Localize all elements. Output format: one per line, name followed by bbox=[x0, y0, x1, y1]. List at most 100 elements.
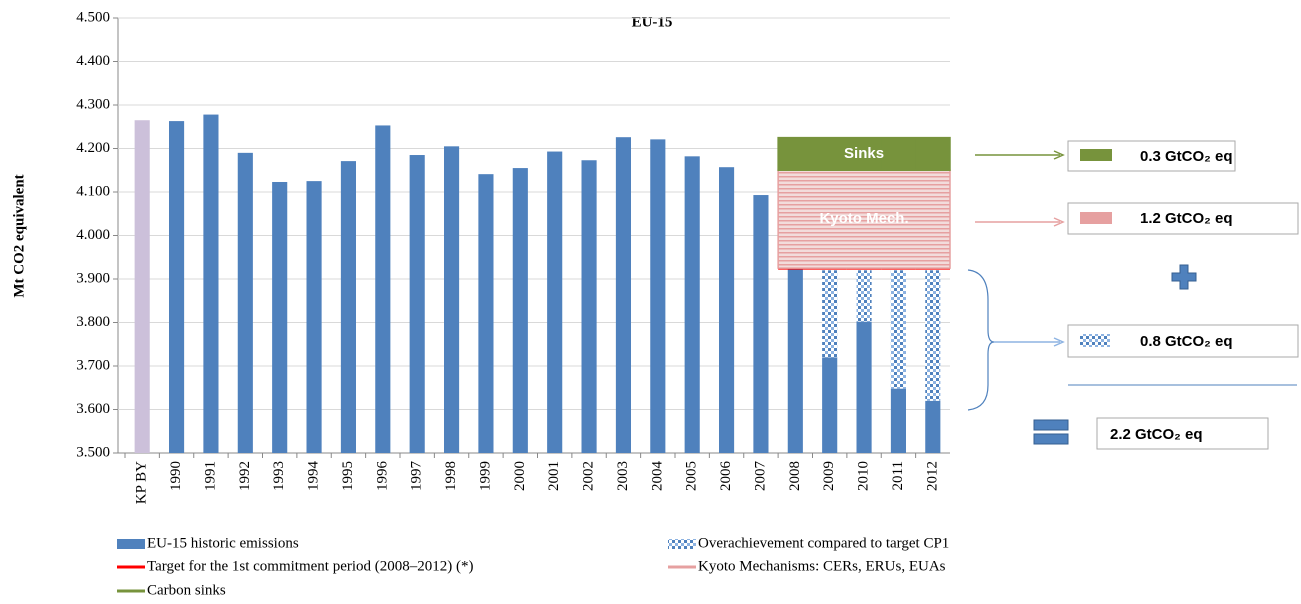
x-tick-label: 2011 bbox=[890, 461, 906, 490]
x-tick-label: 2007 bbox=[752, 461, 768, 492]
bar bbox=[684, 156, 700, 453]
x-tick-label: 2001 bbox=[546, 461, 562, 491]
bar bbox=[890, 270, 906, 389]
x-tick-label: 2003 bbox=[615, 461, 631, 491]
y-tick-label: 3.700 bbox=[76, 357, 110, 373]
annotation: 2.2 GtCO₂ eq bbox=[1110, 426, 1203, 443]
x-tick-label: 2009 bbox=[821, 461, 837, 491]
swatch bbox=[1080, 149, 1112, 161]
y-tick-label: 4.100 bbox=[76, 183, 110, 199]
annotation-panel: 0.3 GtCO₂ eq 1.2 GtCO₂ eq 0.8 GtCO₂ eq 2… bbox=[967, 140, 1299, 450]
band-segment bbox=[881, 137, 917, 171]
y-tick-label: 4.000 bbox=[76, 227, 110, 243]
band-outline bbox=[777, 136, 951, 171]
equals-sign bbox=[1033, 433, 1069, 445]
arrow-head bbox=[1053, 150, 1065, 160]
legend-label: Kyoto Mechanisms: CERs, ERUs, EUAs bbox=[698, 558, 946, 574]
bar bbox=[547, 151, 563, 454]
x-tick-label: 1990 bbox=[168, 461, 184, 491]
annotation-box bbox=[1067, 202, 1299, 235]
x-tick-label: 1995 bbox=[340, 461, 356, 491]
plus-sign bbox=[1171, 264, 1197, 290]
bar bbox=[615, 137, 631, 453]
x-tick-label: 1991 bbox=[202, 461, 218, 491]
bar bbox=[822, 357, 838, 453]
bar bbox=[822, 270, 838, 358]
band-segment bbox=[812, 137, 848, 171]
bar bbox=[272, 181, 288, 453]
y-tick-label: 3.600 bbox=[76, 401, 110, 417]
x-tick-label: 1993 bbox=[271, 461, 287, 491]
x-tick-label: 2010 bbox=[856, 461, 872, 491]
y-tick-label: 3.500 bbox=[76, 444, 110, 460]
bar bbox=[787, 232, 803, 453]
bar bbox=[856, 270, 872, 322]
bar bbox=[203, 114, 219, 453]
band-segment bbox=[846, 137, 882, 171]
y-tick-label: 3.800 bbox=[76, 314, 110, 330]
x-tick-label: 2012 bbox=[924, 461, 940, 491]
bar bbox=[719, 167, 735, 453]
x-tick-label: 2002 bbox=[581, 461, 597, 491]
x-tick-label: 1992 bbox=[237, 461, 253, 491]
band-segment bbox=[846, 170, 882, 269]
legend-label: Target for the 1st commitment period (20… bbox=[147, 558, 474, 574]
x-tick-label: 2008 bbox=[787, 461, 803, 491]
bar bbox=[444, 146, 460, 453]
swatch bbox=[1080, 334, 1110, 347]
annotation: 0.3 GtCO₂ eq bbox=[1140, 148, 1233, 165]
x-tick-label: 2006 bbox=[718, 461, 734, 492]
bar bbox=[856, 321, 872, 453]
bar bbox=[134, 120, 150, 453]
legend-label: Overachievement compared to target CP1 bbox=[698, 535, 949, 551]
annotation: 0.8 GtCO₂ eq bbox=[1140, 333, 1233, 350]
y-tick-label: 4.200 bbox=[76, 140, 110, 156]
bar bbox=[925, 270, 941, 401]
x-tick-label: 2000 bbox=[512, 461, 528, 491]
bar bbox=[306, 181, 322, 453]
y-tick-label: 4.400 bbox=[76, 53, 110, 69]
bar bbox=[925, 400, 941, 453]
band-segment bbox=[778, 137, 813, 171]
swatch bbox=[1080, 212, 1112, 224]
chart-title: EU-15 bbox=[632, 14, 673, 30]
band-segment bbox=[881, 170, 917, 269]
arrow-head bbox=[1053, 337, 1065, 347]
band-segment bbox=[812, 170, 848, 269]
band-segment bbox=[915, 137, 951, 171]
bar bbox=[409, 155, 425, 453]
y-axis-label: Mt CO2 equivalent bbox=[11, 174, 27, 297]
x-tick-label: 1996 bbox=[374, 461, 390, 492]
bar bbox=[581, 160, 597, 453]
x-tick-label: KP BY bbox=[134, 461, 150, 504]
legend-swatch bbox=[117, 539, 145, 549]
y-tick-label: 4.500 bbox=[76, 9, 110, 25]
bar bbox=[237, 152, 253, 453]
band-segment bbox=[778, 170, 813, 269]
annotation-box bbox=[1096, 417, 1269, 450]
x-tick-label: 1999 bbox=[477, 461, 493, 491]
legend-label: EU-15 historic emissions bbox=[147, 535, 299, 551]
bar bbox=[375, 125, 391, 453]
legend-label: Carbon sinks bbox=[147, 582, 226, 598]
x-tick-label: 1994 bbox=[306, 461, 322, 492]
x-tick-label: 1997 bbox=[409, 461, 425, 492]
y-tick-label: 4.300 bbox=[76, 96, 110, 112]
bar bbox=[890, 388, 906, 453]
band-label: Sinks bbox=[844, 145, 884, 162]
x-tick-label: 2004 bbox=[649, 461, 665, 492]
bar bbox=[650, 139, 666, 454]
x-tick-label: 1998 bbox=[443, 461, 459, 491]
band-segment bbox=[915, 170, 951, 269]
y-tick-label: 3.900 bbox=[76, 270, 110, 286]
x-tick-label: 2005 bbox=[684, 461, 700, 491]
bar bbox=[169, 121, 185, 453]
bar bbox=[753, 195, 769, 454]
band-label: Kyoto Mech. bbox=[819, 210, 908, 227]
legend-swatch bbox=[668, 539, 696, 549]
arrow-head bbox=[1053, 217, 1065, 227]
bar bbox=[512, 168, 528, 453]
annotation: 1.2 GtCO₂ eq bbox=[1140, 210, 1233, 227]
bar bbox=[340, 161, 356, 454]
